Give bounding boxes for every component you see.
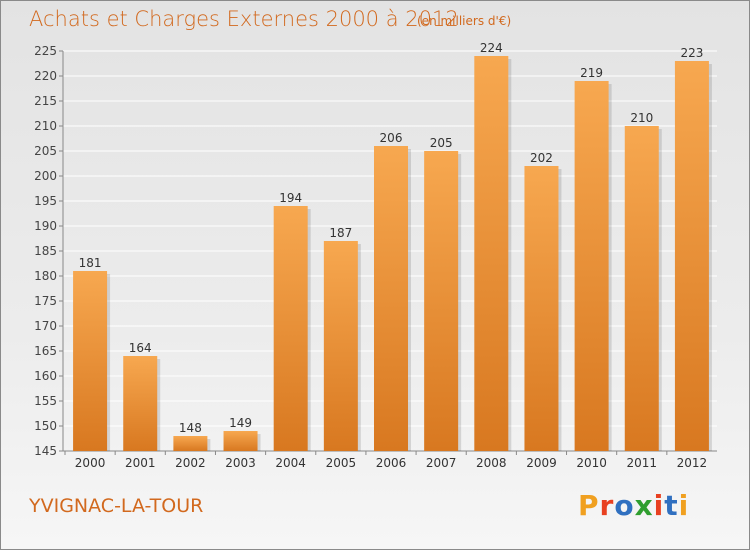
x-tick-label: 2004	[275, 456, 306, 470]
logo-letter: i	[653, 489, 665, 522]
bar-2010	[574, 81, 609, 451]
bar-2003	[223, 431, 258, 451]
bar-2009	[524, 166, 559, 451]
bar-value-label: 149	[229, 416, 252, 430]
x-tick-label: 2001	[125, 456, 156, 470]
proxiti-logo[interactable]: Proxiti	[578, 489, 689, 522]
bar-value-label: 187	[329, 226, 352, 240]
y-tick-label: 210	[34, 119, 57, 133]
x-tick-label: 2005	[326, 456, 357, 470]
chart-subtitle: (en milliers d'€)	[417, 14, 512, 28]
bar-chart: 145 150 155 160 165 170 175 180 185 190 195 200 205 2…	[34, 41, 717, 470]
bar-value-label: 202	[530, 151, 553, 165]
bar-2007	[424, 151, 459, 451]
bar-value-label: 164	[129, 341, 152, 355]
x-tick-label: 2003	[225, 456, 256, 470]
logo-letter: i	[678, 489, 690, 522]
bar-value-label: 148	[179, 421, 202, 435]
y-tick-label: 155	[34, 394, 57, 408]
bar-value-label: 223	[680, 46, 703, 60]
bar-value-label: 205	[430, 136, 453, 150]
logo-letter: r	[599, 489, 615, 522]
x-tick-label: 2007	[426, 456, 457, 470]
y-tick-label: 180	[34, 269, 57, 283]
bar-2006	[374, 146, 408, 451]
bar-value-label: 181	[79, 256, 102, 270]
y-tick-label: 225	[34, 44, 57, 58]
logo-letter: t	[664, 489, 679, 522]
bar-2008	[474, 56, 509, 451]
x-tick-label: 2011	[626, 456, 657, 470]
x-tick-label: 2006	[376, 456, 407, 470]
bar-2001	[123, 356, 158, 451]
bar-value-label: 224	[480, 41, 503, 55]
y-tick-label: 200	[34, 169, 57, 183]
logo-letter: o	[614, 489, 635, 522]
y-tick-label: 205	[34, 144, 57, 158]
x-tick-label: 2009	[526, 456, 557, 470]
bar-2002	[173, 436, 208, 451]
bar-2000	[73, 271, 108, 451]
x-tick-label: 2012	[677, 456, 708, 470]
bar-value-label: 210	[630, 111, 653, 125]
y-tick-label: 145	[34, 444, 57, 458]
y-tick-label: 215	[34, 94, 57, 108]
bar-2005	[323, 241, 358, 451]
bar-2012	[674, 61, 709, 451]
bar-value-label: 219	[580, 66, 603, 80]
x-tick-label: 2002	[175, 456, 206, 470]
x-tick-label: 2010	[576, 456, 607, 470]
y-tick-label: 165	[34, 344, 57, 358]
bar-value-label: 194	[279, 191, 302, 205]
x-tick-label: 2008	[476, 456, 507, 470]
y-tick-label: 175	[34, 294, 57, 308]
y-tick-label: 150	[34, 419, 57, 433]
logo-letter: P	[578, 489, 600, 522]
bar-2004	[273, 206, 308, 451]
y-tick-label: 195	[34, 194, 57, 208]
logo-letter: x	[634, 489, 654, 522]
bar-2011	[624, 126, 659, 451]
x-tick-label: 2000	[75, 456, 106, 470]
place-name: YVIGNAC-LA-TOUR	[29, 495, 204, 517]
chart-title: Achats et Charges Externes 2000 à 2012	[29, 7, 459, 31]
y-tick-label: 170	[34, 319, 57, 333]
y-tick-label: 190	[34, 219, 57, 233]
bar-value-label: 206	[380, 131, 403, 145]
y-tick-label: 185	[34, 244, 57, 258]
y-tick-label: 160	[34, 369, 57, 383]
y-tick-label: 220	[34, 69, 57, 83]
